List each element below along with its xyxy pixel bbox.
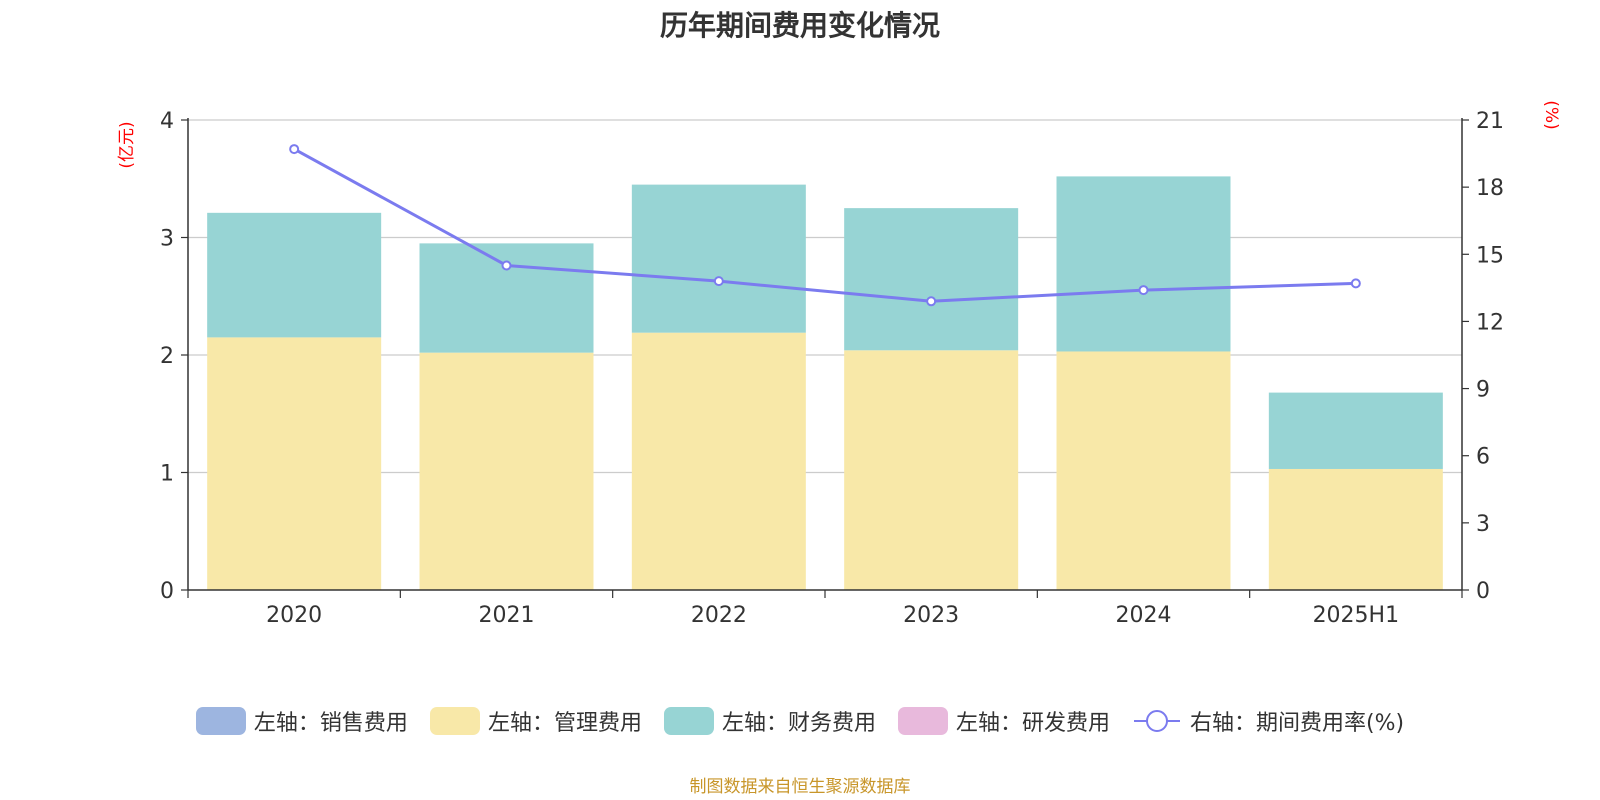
legend-swatch-rnd <box>897 707 948 735</box>
left-axis-tick-label: 0 <box>160 579 174 604</box>
bar-3-2020 <box>207 212 382 338</box>
bar-2-2022 <box>631 332 806 590</box>
rate-point-2021 <box>501 260 512 271</box>
x-axis-tick-label: 2022 <box>691 603 747 628</box>
legend: 左轴：销售费用 左轴：管理费用 左轴：财务费用 左轴：研发费用 右轴：期间费用率… <box>0 704 1600 738</box>
left-axis-tick-label: 1 <box>160 462 174 487</box>
right-axis-tick-label: 0 <box>1476 579 1490 604</box>
right-axis-tick-label: 9 <box>1476 378 1490 403</box>
legend-swatch-finance <box>663 707 714 735</box>
bar-series <box>207 176 1443 590</box>
legend-item-rate[interactable]: 右轴：期间费用率(%) <box>1132 705 1404 737</box>
bar-3-2025H1 <box>1268 392 1443 469</box>
source-note: 制图数据来自恒生聚源数据库 <box>689 777 911 797</box>
legend-label-sales: 左轴：销售费用 <box>253 711 408 736</box>
rate-point-2023 <box>926 296 937 307</box>
chart-title: 历年期间费用变化情况 <box>659 9 940 42</box>
x-axis-tick-label: 2020 <box>266 603 322 628</box>
right-axis-tick-label: 18 <box>1476 176 1504 201</box>
rate-point-2022 <box>713 276 724 287</box>
x-axis-tick-label: 2023 <box>903 603 959 628</box>
bar-2-2024 <box>1056 351 1231 590</box>
bar-2-2020 <box>207 337 382 590</box>
rate-line <box>293 147 1356 303</box>
left-axis-tick-label: 3 <box>160 227 174 252</box>
legend-item-sales[interactable]: 左轴：销售费用 <box>195 705 408 737</box>
x-axis-tick-label: 2021 <box>479 603 535 628</box>
right-axis-tick-label: 21 <box>1476 109 1504 134</box>
x-axis-tick-label: 2025H1 <box>1313 603 1400 628</box>
line-series <box>289 144 1361 307</box>
x-axis-tick-label: 2024 <box>1116 603 1172 628</box>
right-axis-tick-label: 6 <box>1476 445 1490 470</box>
left-axis-tick-label: 4 <box>160 109 174 134</box>
legend-item-finance[interactable]: 左轴：财务费用 <box>663 705 876 737</box>
right-axis-unit-label: (%) <box>1541 100 1561 129</box>
legend-item-admin[interactable]: 左轴：管理费用 <box>429 705 642 737</box>
rate-point-2024 <box>1138 285 1149 296</box>
legend-label-rate: 右轴：期间费用率(%) <box>1189 711 1405 736</box>
legend-swatch-admin <box>429 707 480 735</box>
grid-lines <box>188 119 1462 474</box>
rate-point-2025H1 <box>1350 278 1361 289</box>
bar-2-2021 <box>419 352 594 590</box>
legend-swatch-sales <box>195 707 246 735</box>
bar-2-2025H1 <box>1268 468 1443 590</box>
right-axis-tick-label: 3 <box>1476 512 1490 537</box>
bar-3-2024 <box>1056 176 1231 352</box>
legend-label-finance: 左轴：财务费用 <box>721 711 876 736</box>
bar-3-2022 <box>631 184 806 333</box>
rate-point-2020 <box>289 144 300 155</box>
legend-label-rnd: 左轴：研发费用 <box>955 711 1110 736</box>
left-axis-unit-label: (亿元) <box>117 121 137 168</box>
left-axis-tick-label: 2 <box>160 344 174 369</box>
bar-3-2023 <box>844 208 1019 351</box>
legend-label-admin: 左轴：管理费用 <box>487 711 642 736</box>
right-axis-tick-label: 12 <box>1476 310 1504 335</box>
axes <box>181 118 1469 598</box>
right-axis-tick-label: 15 <box>1476 243 1504 268</box>
bar-2-2023 <box>844 350 1019 590</box>
legend-item-rnd[interactable]: 左轴：研发费用 <box>897 705 1110 737</box>
legend-line-marker-icon <box>1133 710 1180 732</box>
bar-3-2021 <box>419 243 594 353</box>
